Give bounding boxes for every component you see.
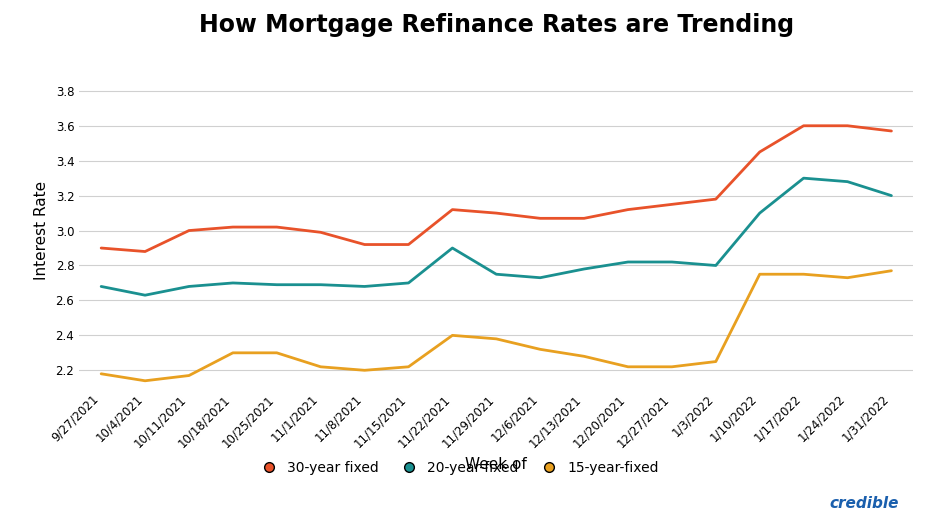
30-year fixed xyxy=(184,227,195,234)
15-year-fixed xyxy=(403,364,414,370)
X-axis label: Week of: Week of xyxy=(465,457,528,472)
Text: credible: credible xyxy=(829,496,899,511)
30-year fixed xyxy=(798,123,809,129)
Line: 30-year fixed: 30-year fixed xyxy=(102,126,891,252)
15-year-fixed xyxy=(798,271,809,277)
30-year fixed xyxy=(535,215,546,222)
20-year-fixed xyxy=(359,283,370,290)
30-year fixed xyxy=(842,123,853,129)
Legend: 30-year fixed, 20-year-fixed, 15-year-fixed: 30-year fixed, 20-year-fixed, 15-year-fi… xyxy=(249,455,665,481)
15-year-fixed xyxy=(842,275,853,281)
Y-axis label: Interest Rate: Interest Rate xyxy=(34,181,48,280)
20-year-fixed xyxy=(227,280,239,286)
20-year-fixed xyxy=(798,175,809,181)
30-year fixed xyxy=(140,248,151,255)
20-year-fixed xyxy=(623,259,634,265)
20-year-fixed xyxy=(96,283,107,290)
30-year fixed xyxy=(579,215,590,222)
20-year-fixed xyxy=(490,271,501,277)
15-year-fixed xyxy=(885,268,897,274)
15-year-fixed xyxy=(140,378,151,384)
15-year-fixed xyxy=(579,353,590,359)
30-year fixed xyxy=(710,196,721,202)
Line: 15-year-fixed: 15-year-fixed xyxy=(102,271,891,381)
20-year-fixed xyxy=(446,245,458,251)
15-year-fixed xyxy=(754,271,765,277)
20-year-fixed xyxy=(666,259,678,265)
30-year fixed xyxy=(446,206,458,213)
15-year-fixed xyxy=(96,370,107,377)
30-year fixed xyxy=(885,128,897,134)
15-year-fixed xyxy=(535,346,546,353)
15-year-fixed xyxy=(184,373,195,379)
30-year fixed xyxy=(403,242,414,248)
15-year-fixed xyxy=(490,336,501,342)
30-year fixed xyxy=(271,224,282,230)
20-year-fixed xyxy=(842,179,853,185)
15-year-fixed xyxy=(666,364,678,370)
20-year-fixed xyxy=(535,275,546,281)
15-year-fixed xyxy=(315,364,326,370)
15-year-fixed xyxy=(271,350,282,356)
20-year-fixed xyxy=(140,292,151,298)
30-year fixed xyxy=(623,206,634,213)
30-year fixed xyxy=(359,242,370,248)
20-year-fixed xyxy=(271,281,282,288)
15-year-fixed xyxy=(710,358,721,365)
20-year-fixed xyxy=(184,283,195,290)
20-year-fixed xyxy=(403,280,414,286)
30-year fixed xyxy=(315,229,326,235)
30-year fixed xyxy=(96,245,107,251)
30-year fixed xyxy=(490,210,501,216)
30-year fixed xyxy=(227,224,239,230)
20-year-fixed xyxy=(710,263,721,269)
20-year-fixed xyxy=(885,192,897,199)
Title: How Mortgage Refinance Rates are Trending: How Mortgage Refinance Rates are Trendin… xyxy=(199,13,794,37)
20-year-fixed xyxy=(579,266,590,272)
30-year fixed xyxy=(754,149,765,155)
15-year-fixed xyxy=(227,350,239,356)
20-year-fixed xyxy=(754,210,765,216)
15-year-fixed xyxy=(446,332,458,339)
15-year-fixed xyxy=(359,367,370,374)
20-year-fixed xyxy=(315,281,326,288)
30-year fixed xyxy=(666,201,678,208)
15-year-fixed xyxy=(623,364,634,370)
Line: 20-year-fixed: 20-year-fixed xyxy=(102,178,891,295)
